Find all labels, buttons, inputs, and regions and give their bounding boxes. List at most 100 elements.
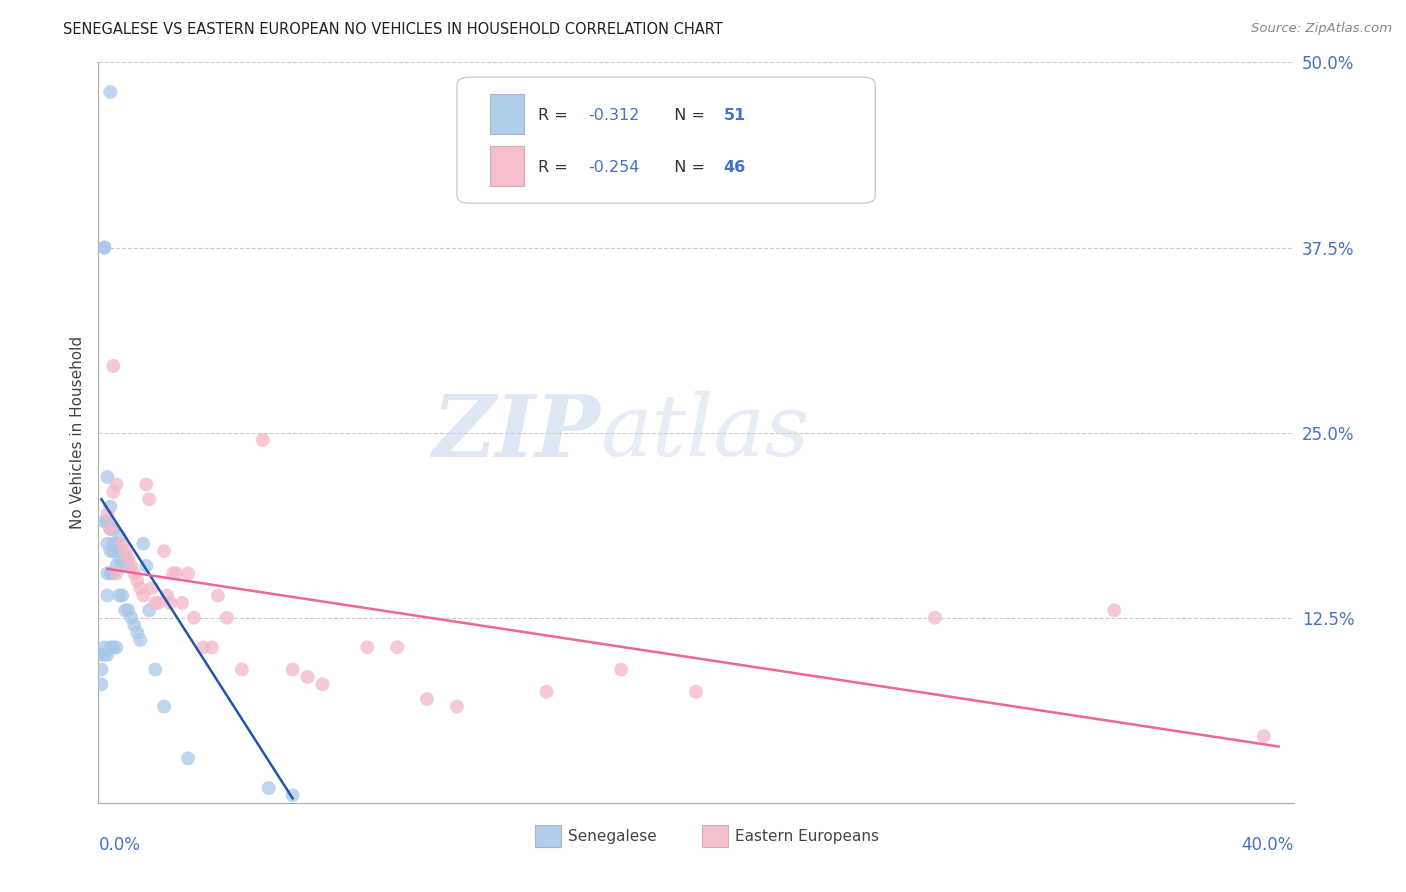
Point [96,515,118,529]
Point [385,640,409,655]
Point [93,640,115,655]
Point [1253,729,1275,743]
Point [257,780,280,795]
Point [103,359,125,373]
Text: N =: N = [664,161,710,176]
Point [114,551,136,566]
Point [98,522,122,536]
Point [103,484,125,499]
Text: ZIP: ZIP [433,391,600,475]
Text: 0.0%: 0.0% [98,836,141,855]
Text: N =: N = [664,108,710,123]
Point [98,544,122,558]
Point [297,670,319,684]
Point [90,648,112,662]
Point [103,566,125,581]
Point [132,589,155,603]
Point [124,566,146,581]
Text: -0.312: -0.312 [589,108,640,123]
Point [96,589,118,603]
Point [105,558,128,573]
Point [148,596,170,610]
Point [162,566,184,581]
Point [231,663,253,677]
Point [311,677,333,691]
Text: R =: R = [538,108,574,123]
Point [153,699,176,714]
Point [117,603,139,617]
Point [138,603,160,617]
Point [117,558,139,573]
Point [610,663,633,677]
Point [127,625,149,640]
Point [924,610,946,624]
Point [177,751,200,765]
Point [416,692,439,706]
Point [108,529,131,543]
Point [129,632,152,647]
Point [143,663,166,677]
Point [98,522,122,536]
Point [105,566,128,581]
Text: Eastern Europeans: Eastern Europeans [735,829,879,844]
Point [111,544,134,558]
Point [124,618,146,632]
FancyBboxPatch shape [491,94,524,135]
Point [172,596,194,610]
Point [156,589,179,603]
Text: 51: 51 [724,108,745,123]
Point [96,536,118,550]
Point [93,648,115,662]
Point [159,596,181,610]
Point [103,522,125,536]
Point [111,558,134,573]
Point [252,433,274,447]
Point [207,589,229,603]
Point [129,581,152,595]
Point [98,500,122,514]
Point [165,566,187,581]
Point [90,663,112,677]
Point [141,581,163,595]
Point [111,589,134,603]
Point [120,610,142,624]
Point [98,640,122,655]
Point [127,574,149,588]
Point [215,610,238,624]
Point [120,558,142,573]
Text: -0.254: -0.254 [589,161,640,176]
Point [105,477,128,491]
Point [281,789,304,803]
Point [135,558,157,573]
Point [103,544,125,558]
Point [108,589,131,603]
Point [90,677,112,691]
Point [685,685,707,699]
Point [105,544,128,558]
Point [191,640,214,655]
Point [103,536,125,550]
Text: Source: ZipAtlas.com: Source: ZipAtlas.com [1251,22,1392,36]
Text: R =: R = [538,161,574,176]
Y-axis label: No Vehicles in Household: No Vehicles in Household [69,336,84,529]
Point [177,566,200,581]
Text: Senegalese: Senegalese [568,829,657,844]
Point [96,470,118,484]
Point [96,507,118,521]
Point [103,640,125,655]
Point [446,699,468,714]
Text: atlas: atlas [600,392,810,474]
Point [356,640,378,655]
Point [98,85,122,99]
Point [201,640,224,655]
Point [281,663,304,677]
Point [183,610,205,624]
Point [1104,603,1126,617]
FancyBboxPatch shape [702,825,728,847]
Point [93,515,115,529]
Point [143,596,166,610]
FancyBboxPatch shape [491,145,524,186]
Point [111,536,134,550]
Point [108,551,131,566]
Point [96,648,118,662]
